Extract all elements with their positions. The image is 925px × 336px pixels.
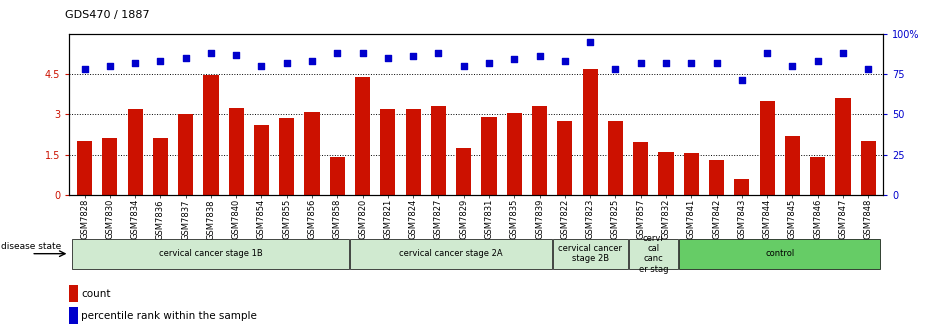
Point	[103, 63, 117, 69]
Bar	[69, 307, 78, 324]
Point	[759, 50, 774, 56]
Point	[583, 39, 598, 44]
Point	[254, 63, 269, 69]
Bar	[355, 77, 370, 195]
Point	[835, 50, 850, 56]
Bar	[179, 114, 193, 195]
Point	[406, 53, 421, 59]
Bar	[204, 75, 218, 195]
Point	[304, 58, 319, 64]
Point	[380, 55, 395, 60]
Point	[734, 78, 749, 83]
Bar	[810, 157, 825, 195]
Bar	[304, 112, 320, 195]
Bar	[329, 157, 345, 195]
Text: cervical cancer
stage 2B: cervical cancer stage 2B	[558, 244, 623, 263]
Point	[482, 60, 497, 65]
Point	[355, 50, 370, 56]
Text: cervi
cal
canc
er stag: cervi cal canc er stag	[638, 234, 668, 274]
Bar	[835, 98, 850, 195]
Bar	[380, 109, 396, 195]
Point	[431, 50, 446, 56]
Bar	[507, 113, 522, 195]
Text: percentile rank within the sample: percentile rank within the sample	[81, 311, 257, 321]
Bar	[279, 118, 294, 195]
Point	[179, 55, 193, 60]
Point	[456, 63, 471, 69]
Text: GDS470 / 1887: GDS470 / 1887	[65, 10, 149, 20]
Bar	[456, 148, 472, 195]
Bar	[734, 179, 749, 195]
Bar	[69, 285, 78, 302]
Bar	[759, 101, 774, 195]
Bar	[351, 239, 551, 269]
Point	[785, 63, 800, 69]
Bar	[557, 121, 573, 195]
Bar	[405, 109, 421, 195]
Bar	[608, 121, 623, 195]
Bar	[77, 141, 92, 195]
Bar	[629, 239, 678, 269]
Bar	[659, 152, 673, 195]
Point	[634, 60, 648, 65]
Bar	[583, 69, 598, 195]
Bar	[103, 138, 117, 195]
Bar	[784, 136, 800, 195]
Text: disease state: disease state	[2, 242, 62, 251]
Text: cervical cancer stage 1B: cervical cancer stage 1B	[159, 249, 263, 258]
Point	[279, 60, 294, 65]
Bar	[153, 138, 168, 195]
Text: cervical cancer stage 2A: cervical cancer stage 2A	[400, 249, 503, 258]
Bar	[254, 125, 269, 195]
Bar	[431, 106, 446, 195]
Point	[684, 60, 698, 65]
Bar	[72, 239, 350, 269]
Point	[204, 50, 218, 56]
Point	[330, 50, 345, 56]
Point	[558, 58, 573, 64]
Point	[128, 60, 142, 65]
Bar	[860, 141, 876, 195]
Point	[659, 60, 673, 65]
Bar	[633, 142, 648, 195]
Point	[810, 58, 825, 64]
Bar	[553, 239, 627, 269]
Bar	[532, 106, 548, 195]
Bar	[679, 239, 881, 269]
Point	[608, 67, 623, 72]
Point	[77, 67, 92, 72]
Bar	[128, 109, 142, 195]
Point	[507, 57, 522, 62]
Bar	[228, 108, 244, 195]
Point	[709, 60, 724, 65]
Bar	[684, 153, 698, 195]
Text: control: control	[765, 249, 795, 258]
Bar	[481, 117, 497, 195]
Point	[228, 52, 243, 57]
Point	[861, 67, 876, 72]
Point	[532, 53, 547, 59]
Point	[153, 58, 167, 64]
Bar	[709, 160, 724, 195]
Text: count: count	[81, 289, 111, 299]
